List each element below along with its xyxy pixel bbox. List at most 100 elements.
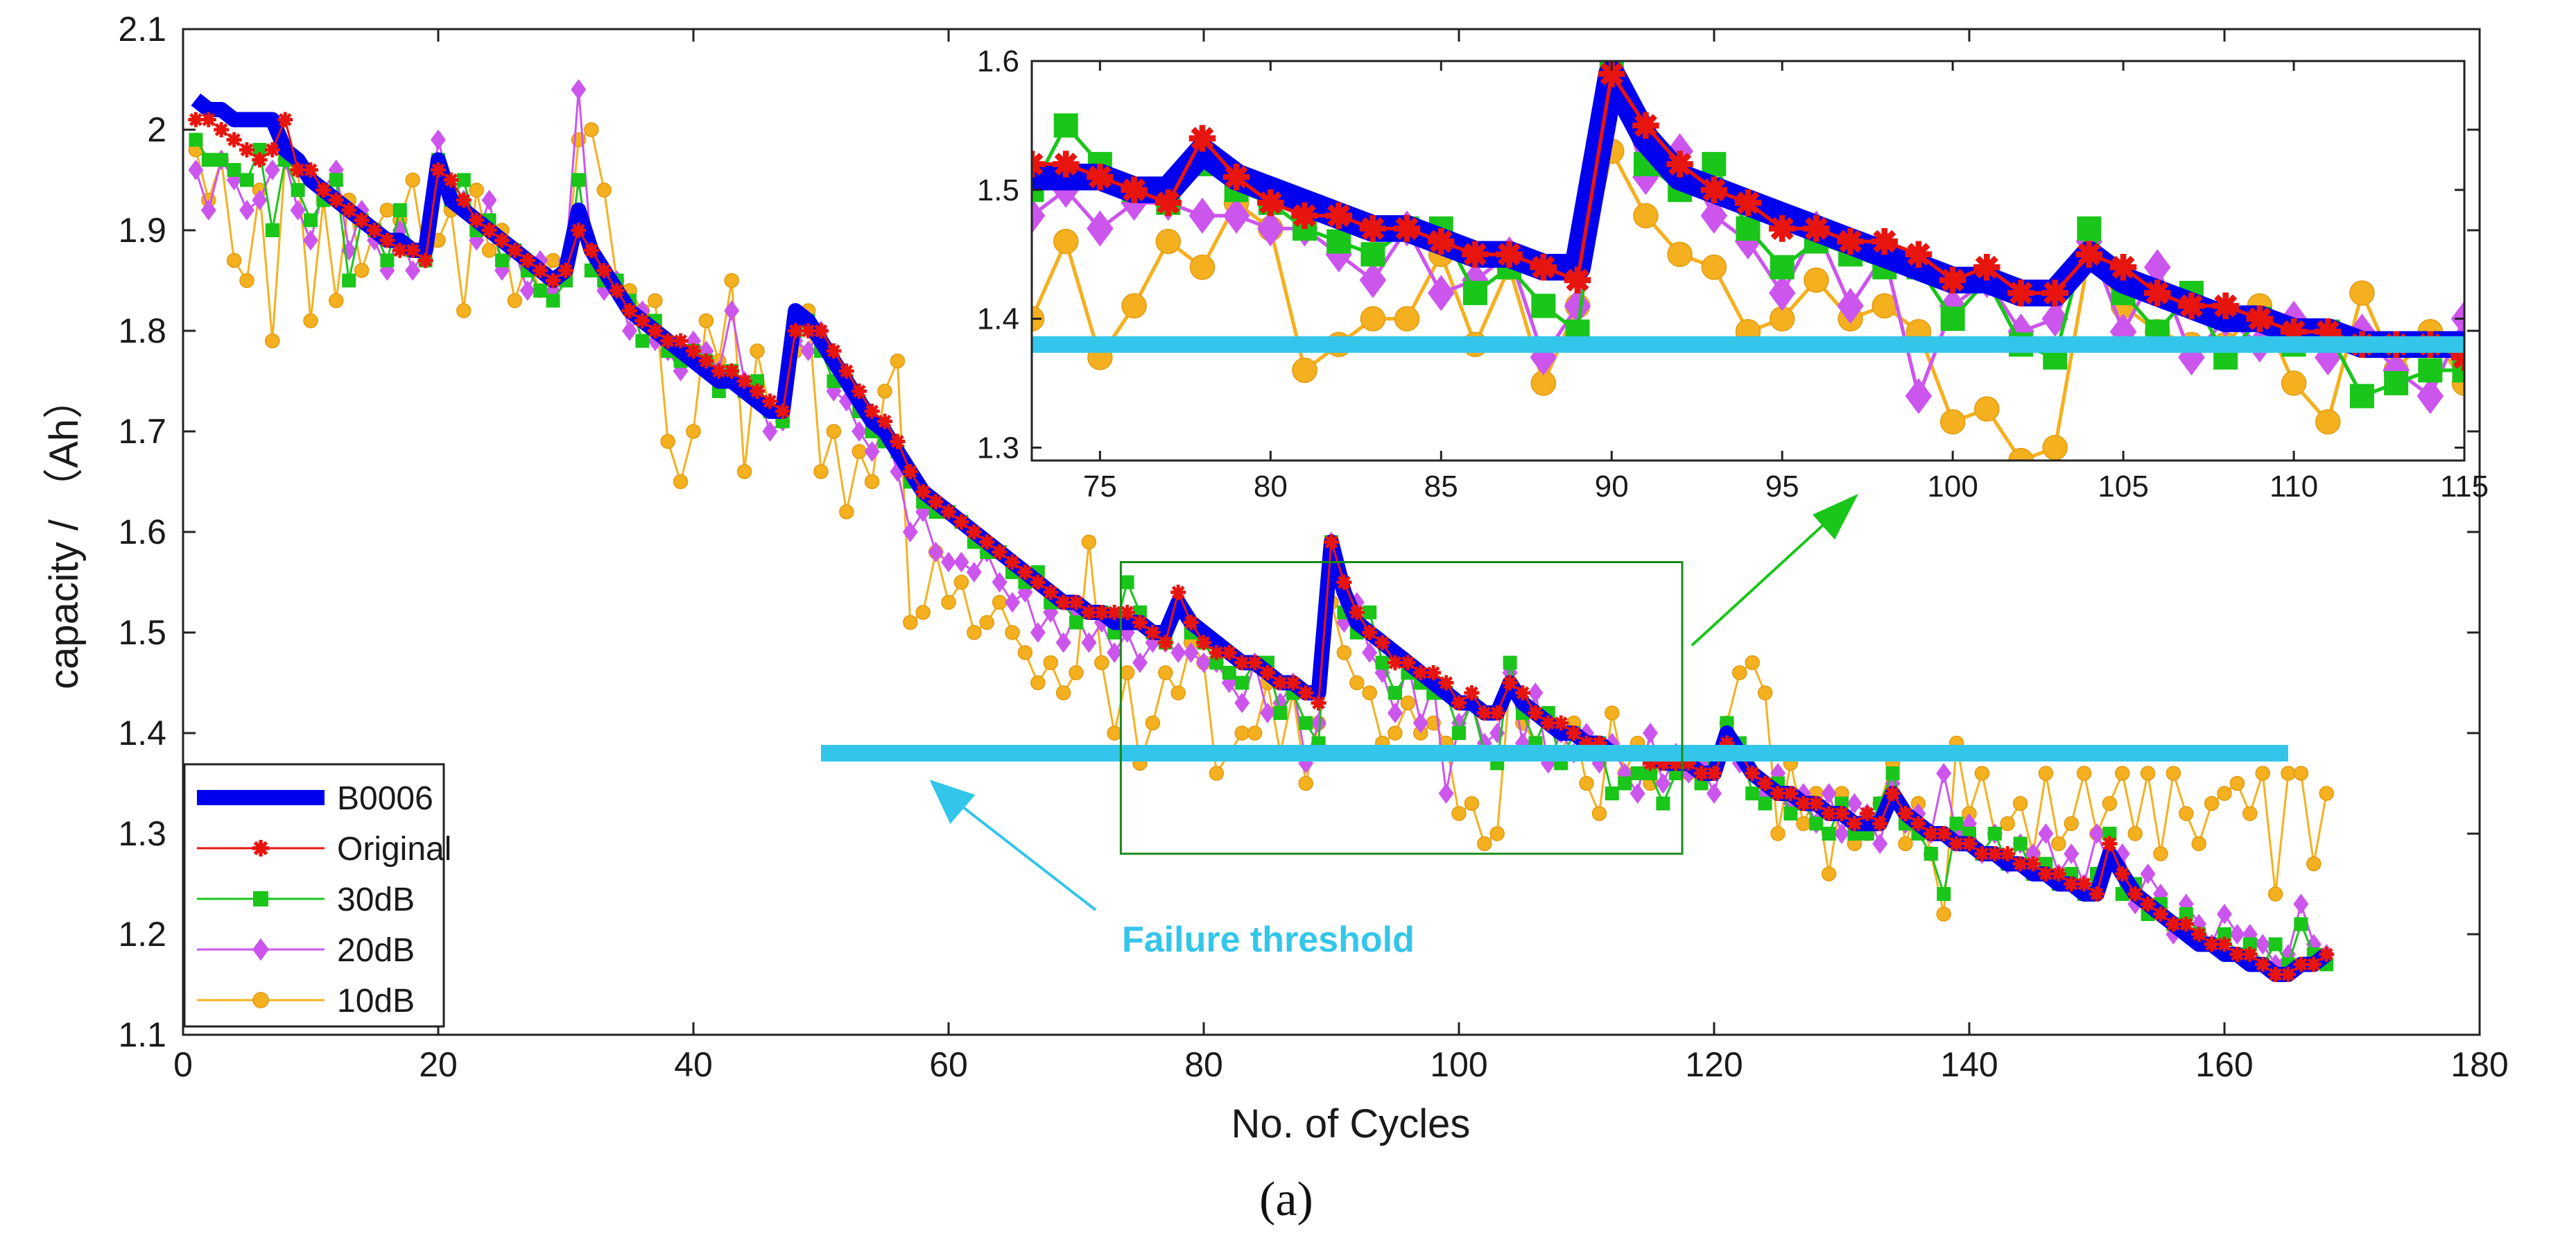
db20-point-58	[928, 542, 944, 562]
db20-point-3	[1087, 210, 1114, 247]
db10-point-4	[1121, 293, 1147, 319]
original-point-83	[1247, 655, 1263, 671]
db10-point-142	[2000, 816, 2015, 832]
db20-point-88	[1311, 712, 1326, 734]
db30-point-16	[1531, 293, 1556, 318]
db10-point-158	[2204, 796, 2220, 811]
original-point-91	[1349, 605, 1365, 620]
original-point-70	[1081, 605, 1097, 620]
original-point-139	[1962, 836, 1977, 852]
db20-point-130	[1847, 793, 1862, 814]
x-tick-label-3: 60	[929, 1045, 968, 1084]
db20-point-45	[762, 421, 778, 442]
original-point-115	[1655, 755, 1671, 771]
db20-point-165	[2293, 893, 2309, 915]
db10-point-159	[2217, 786, 2232, 801]
db10-point-160	[2229, 775, 2245, 791]
original-point-36	[647, 323, 663, 338]
db20-point-161	[2242, 924, 2258, 945]
original-point-30	[571, 223, 587, 238]
db20-point-157	[2191, 913, 2207, 935]
db20-point-106	[1540, 752, 1556, 774]
original-point-104	[1515, 685, 1530, 700]
original-point-25	[1837, 227, 1864, 255]
db10-point-6	[265, 333, 280, 349]
db20-point-79	[1196, 652, 1211, 673]
db30-point-3	[227, 163, 241, 177]
original-point-23	[1768, 215, 1796, 242]
original-point-147	[2064, 876, 2080, 892]
original-point-4	[239, 142, 254, 157]
db20-point-111	[1604, 732, 1620, 754]
original-point-32	[2075, 241, 2103, 268]
original-point-62	[979, 534, 995, 550]
db10-point-146	[2051, 836, 2066, 852]
db10-point-123	[1757, 685, 1773, 700]
original-point-69	[1069, 594, 1084, 610]
original-point-158	[2204, 936, 2220, 952]
db10-point-21	[456, 303, 472, 318]
db20-point-8	[290, 200, 306, 221]
original-point-93	[1374, 635, 1390, 651]
original-point-28	[545, 273, 561, 289]
db10-point-40	[698, 313, 714, 329]
db30-point-0	[189, 132, 203, 147]
original-point-38	[673, 333, 689, 349]
inset-x-tick-label-6: 105	[2098, 470, 2148, 504]
original-point-33	[609, 283, 625, 298]
original-point-36	[2212, 292, 2239, 320]
db20-point-6	[264, 160, 280, 180]
db10-point-11	[329, 293, 344, 309]
db30-point-44	[2487, 397, 2511, 421]
original-point-149	[2089, 886, 2104, 902]
original-point-98	[1438, 675, 1454, 691]
original-point-119	[1706, 766, 1722, 781]
db30-point-24	[495, 253, 509, 268]
db10-point-71	[1094, 655, 1109, 671]
original-point-89	[1324, 534, 1339, 550]
db20-point-25	[1837, 288, 1864, 325]
db20-point-98	[1438, 783, 1454, 804]
db30-point-21	[456, 173, 471, 187]
x-tick-label-2: 40	[674, 1045, 713, 1084]
db20-point-61	[966, 562, 982, 583]
original-point-166	[2306, 956, 2322, 972]
original-point-74	[1132, 614, 1148, 630]
db20-point-87	[1298, 752, 1314, 774]
original-point-126	[1795, 796, 1811, 811]
original-point-38	[2280, 318, 2308, 345]
zoom-arrow	[1691, 510, 1839, 646]
db30-point-2	[1053, 113, 1078, 138]
original-point-19	[431, 162, 446, 178]
x-axis-title: No. of Cycles	[1231, 1101, 1471, 1146]
inset-plot: 75 80 85 90 95 100 105 110 115 1.3 1.4 1.5 1.6	[977, 44, 2511, 504]
db10-point-121	[1732, 665, 1747, 680]
db30-point-161	[2242, 937, 2257, 952]
db20-point-105	[1528, 682, 1544, 703]
db10-point-36	[648, 293, 663, 309]
original-point-136	[1923, 826, 1939, 841]
db20-point-109	[1579, 723, 1594, 743]
db30-point-112	[1618, 776, 1632, 791]
db10-point-126	[1796, 816, 1811, 832]
legend-label-db30: 30dB	[337, 882, 415, 918]
original-point-35	[2178, 292, 2205, 320]
original-point-30	[2007, 280, 2034, 307]
original-point-54	[877, 413, 892, 429]
db10-point-64	[1005, 625, 1020, 640]
db30-point-163	[2268, 937, 2283, 952]
original-point-45	[762, 393, 778, 409]
db20-point-159	[2217, 904, 2232, 925]
original-point-128	[1821, 806, 1837, 821]
original-point-90	[1336, 574, 1352, 590]
db30-point-40	[2349, 384, 2374, 409]
original-point-130	[1847, 816, 1862, 832]
db10-point-77	[1170, 685, 1186, 700]
original-point-31	[2041, 280, 2068, 307]
db20-point-64	[1005, 592, 1020, 613]
db20-point-11	[1359, 261, 1387, 298]
db10-point-29	[1974, 396, 2000, 422]
db30-point-150	[2102, 827, 2117, 841]
db30-point-11	[329, 173, 343, 187]
y-tick-label-2: 1.3	[118, 814, 166, 853]
